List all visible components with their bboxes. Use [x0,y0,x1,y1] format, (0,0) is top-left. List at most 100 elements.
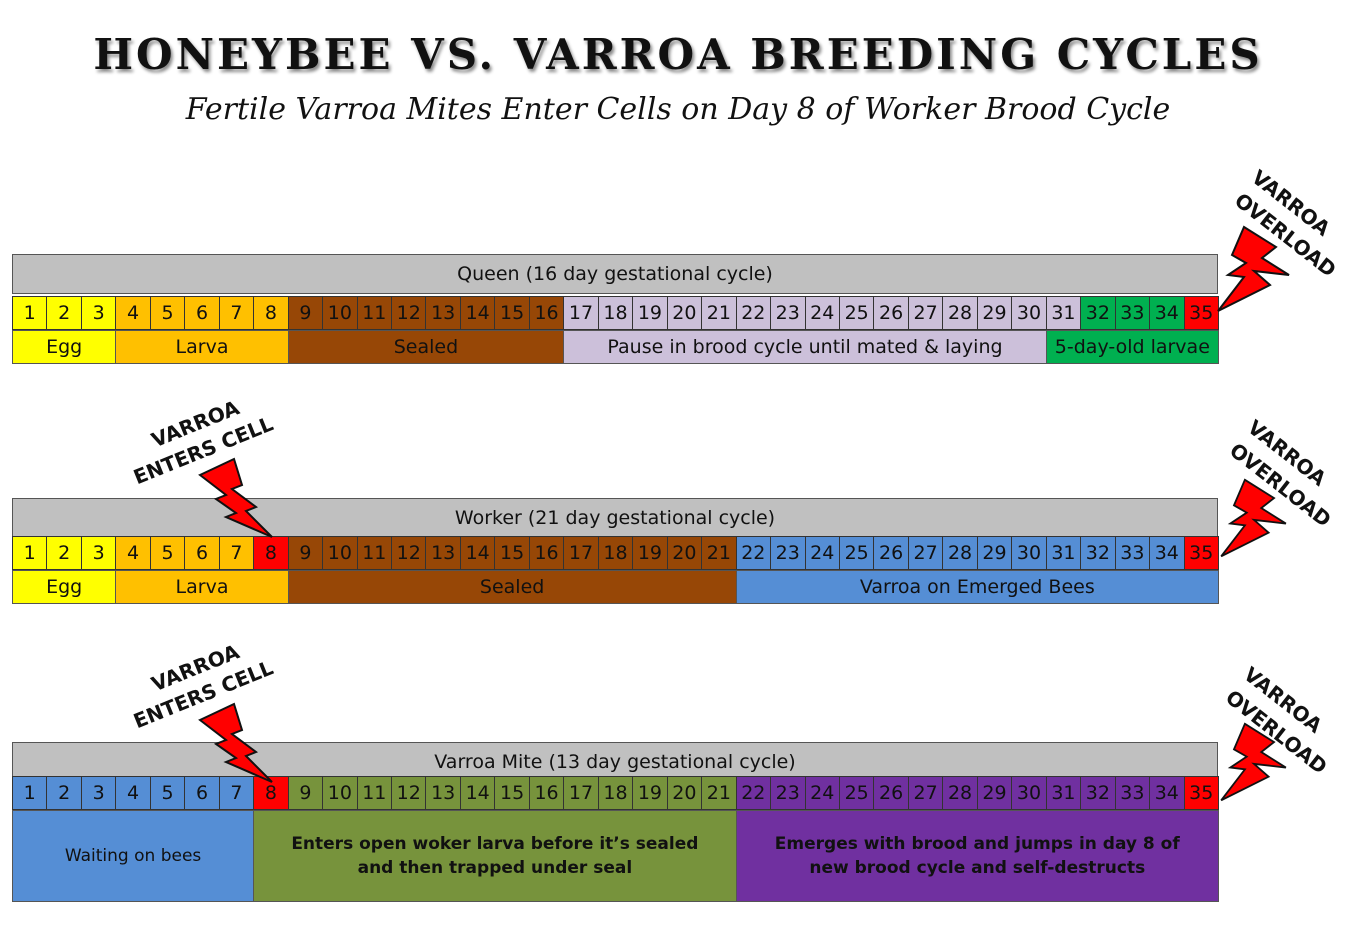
day-cell-22: 22 [735,536,772,570]
day-cell-32: 32 [1080,776,1116,810]
day-cell-2: 2 [46,776,82,810]
day-cell-30: 30 [1011,296,1047,330]
day-cell-35: 35 [1183,296,1219,330]
day-row: 1 2 3 4 5 6 7 8 9 10 11 12 13 14 15 16 17 18 19 20 21 22 23 24 2… [12,536,1219,570]
day-cell-26: 26 [873,776,909,810]
day-cell-29: 29 [976,776,1013,810]
day-cell-33: 33 [1114,536,1151,570]
day-cell-6: 6 [184,536,220,570]
day-cell-19: 19 [632,296,668,330]
day-cell-17: 17 [563,776,599,810]
row-header: Queen (16 day gestational cycle) [12,254,1218,294]
day-row: 1 2 3 4 5 6 7 8 9 10 11 12 13 14 15 16 17 18 19 20 21 22 23 24 2… [12,776,1219,810]
day-cell-25: 25 [838,776,875,810]
day-cell-22: 22 [735,776,772,810]
day-cell-11: 11 [356,296,393,330]
day-cell-33: 33 [1114,296,1151,330]
lightning-bolt-icon [1217,225,1290,312]
lightning-bolt-icon [198,702,273,783]
day-cell-18: 18 [597,536,634,570]
day-cell-5: 5 [149,776,186,810]
row-header: Worker (21 day gestational cycle) [12,498,1218,538]
day-cell-14: 14 [459,536,496,570]
day-cell-29: 29 [976,536,1013,570]
day-cell-7: 7 [218,776,255,810]
day-cell-2: 2 [46,536,82,570]
lightning-bolt-icon [198,457,273,538]
day-cell-25: 25 [838,536,875,570]
day-cell-1: 1 [12,536,48,570]
day-cell-11: 11 [356,536,393,570]
day-cell-6: 6 [184,296,220,330]
day-cell-8: 8 [253,536,289,570]
day-cell-26: 26 [873,296,909,330]
day-cell-16: 16 [528,296,565,330]
phase-sealed: Sealed [287,330,565,364]
phase-egg: Egg [12,570,117,604]
day-cell-19: 19 [632,536,668,570]
day-cell-35: 35 [1183,776,1219,810]
phase-larva: Larva [115,570,289,604]
day-cell-17: 17 [563,296,599,330]
day-cell-8: 8 [253,296,289,330]
phase-pause-in-brood-cycle-until-mated-laying: Pause in brood cycle until mated & layin… [563,330,1047,364]
day-cell-32: 32 [1080,296,1116,330]
subtitle: Fertile Varroa Mites Enter Cells on Day … [185,92,1171,127]
day-cell-22: 22 [735,296,772,330]
lightning-bolt-icon [1220,478,1287,558]
day-cell-11: 11 [356,776,393,810]
phase-sealed: Sealed [287,570,737,604]
day-cell-26: 26 [873,536,909,570]
day-cell-5: 5 [149,296,186,330]
day-cell-4: 4 [115,536,151,570]
phase-larva: Larva [115,330,289,364]
lightning-bolt-icon [1220,722,1287,802]
day-cell-30: 30 [1011,536,1047,570]
day-cell-31: 31 [1045,776,1082,810]
day-cell-3: 3 [80,776,117,810]
day-cell-12: 12 [391,536,427,570]
day-cell-4: 4 [115,776,151,810]
day-cell-35: 35 [1183,536,1219,570]
day-cell-16: 16 [528,536,565,570]
day-cell-20: 20 [666,296,703,330]
day-cell-7: 7 [218,536,255,570]
day-cell-21: 21 [701,296,737,330]
day-cell-9: 9 [287,296,324,330]
day-cell-27: 27 [907,776,944,810]
phase-emerges-with-brood-and-jumps-in-day-8-of: Emerges with brood and jumps in day 8 of… [735,810,1219,902]
day-cell-9: 9 [287,776,324,810]
day-cell-19: 19 [632,776,668,810]
phase-egg: Egg [12,330,117,364]
day-cell-14: 14 [459,776,496,810]
day-cell-16: 16 [528,776,565,810]
day-cell-13: 13 [425,296,461,330]
day-cell-13: 13 [425,536,461,570]
day-cell-27: 27 [907,536,944,570]
day-cell-10: 10 [322,296,358,330]
day-cell-13: 13 [425,776,461,810]
day-cell-31: 31 [1045,536,1082,570]
day-cell-1: 1 [12,776,48,810]
day-cell-28: 28 [942,776,978,810]
day-cell-31: 31 [1045,296,1082,330]
day-cell-12: 12 [391,296,427,330]
day-cell-10: 10 [322,776,358,810]
day-cell-34: 34 [1149,296,1185,330]
day-cell-23: 23 [770,776,806,810]
day-cell-28: 28 [942,296,978,330]
day-cell-24: 24 [804,296,840,330]
day-cell-33: 33 [1114,776,1151,810]
day-cell-29: 29 [976,296,1013,330]
day-cell-18: 18 [597,776,634,810]
phase-5-day-old-larvae: 5-day-old larvae [1045,330,1219,364]
day-row: 1 2 3 4 5 6 7 8 9 10 11 12 13 14 15 16 17 18 19 20 21 22 23 24 2… [12,296,1219,330]
day-cell-34: 34 [1149,536,1185,570]
day-cell-25: 25 [838,296,875,330]
day-cell-14: 14 [459,296,496,330]
day-cell-4: 4 [115,296,151,330]
day-cell-27: 27 [907,296,944,330]
day-cell-21: 21 [701,536,737,570]
day-cell-2: 2 [46,296,82,330]
day-cell-15: 15 [494,296,530,330]
